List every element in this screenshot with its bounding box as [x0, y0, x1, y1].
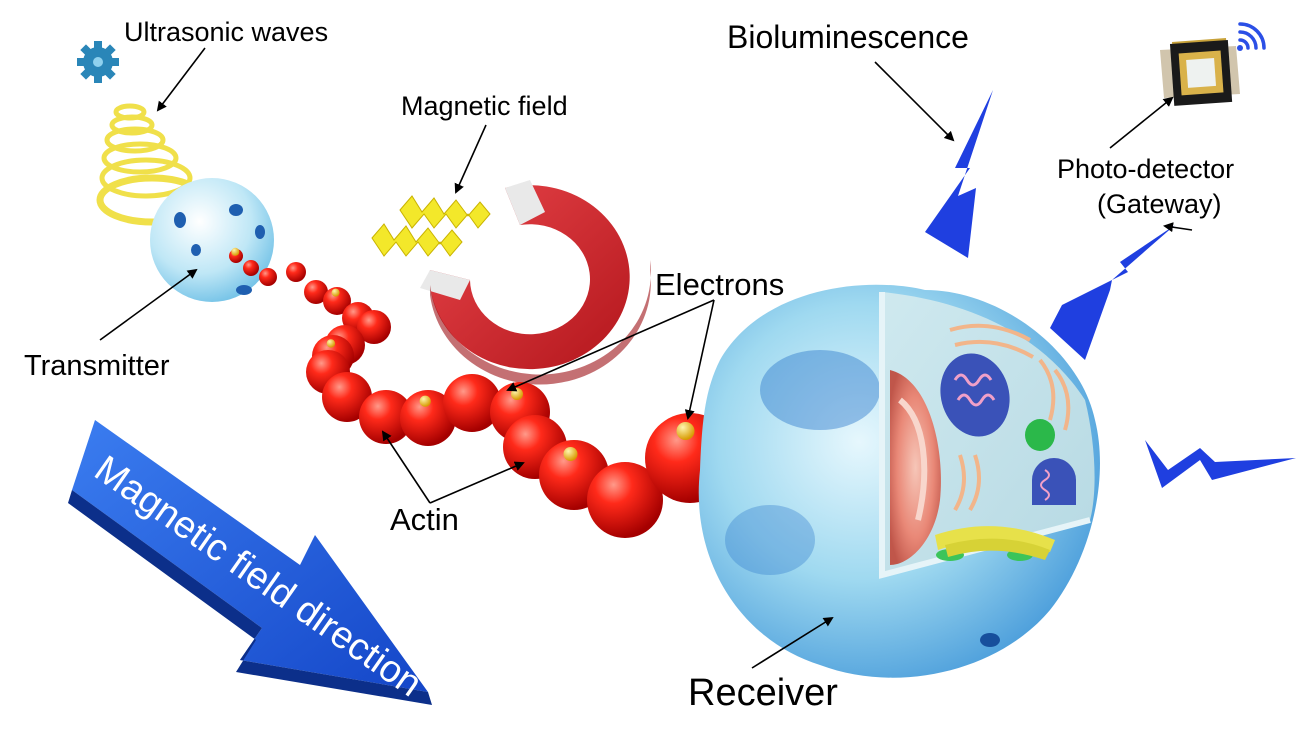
bolt-top: [925, 90, 993, 258]
transmitter-sphere: [150, 178, 274, 302]
pointer-electrons-1: [506, 299, 715, 392]
electron-dot: [563, 447, 578, 461]
actin-bead: [259, 268, 277, 286]
receiver-cell: [698, 284, 1100, 678]
label-actin: Actin: [390, 502, 459, 537]
pointer-transmitter: [99, 268, 198, 341]
magnetic-field-waves: [371, 195, 491, 257]
pointer-actin-2: [429, 461, 525, 504]
label-photodetector: Photo-detector: [1057, 154, 1234, 184]
actin-bead: [400, 390, 456, 446]
electron-dot: [676, 422, 695, 440]
label-bioluminescence: Bioluminescence: [727, 19, 969, 55]
pointer-lines: [99, 47, 1193, 669]
actin-bead: [322, 372, 372, 422]
actin-bead: [359, 390, 413, 444]
gear-icon: [77, 41, 119, 83]
bolt-right-lower: [1145, 440, 1296, 488]
pointer-gateway: [1163, 222, 1193, 233]
label-ultrasonic-waves: Ultrasonic waves: [124, 17, 328, 47]
electron-dot: [231, 247, 240, 256]
electron-dot: [419, 395, 431, 407]
label-gateway: (Gateway): [1097, 189, 1222, 219]
wifi-icon: [1237, 22, 1266, 51]
label-electrons: Electrons: [655, 267, 784, 302]
magnet: [420, 180, 651, 385]
pointer-receiver: [751, 616, 834, 669]
electron-dot: [511, 388, 523, 400]
label-transmitter: Transmitter: [24, 350, 170, 382]
actin-bead: [443, 374, 501, 432]
actin-bead: [304, 280, 328, 304]
transmitter-group: [77, 41, 274, 302]
pointer-actin-1: [381, 430, 431, 504]
bolt-right-upper: [1050, 225, 1175, 360]
electron-dot: [326, 339, 336, 348]
actin-bead: [286, 262, 306, 282]
photo-detector: [1160, 38, 1240, 106]
electron-dot: [331, 288, 340, 297]
actin-bead: [243, 260, 259, 276]
pointer-magnetic-field: [454, 124, 487, 194]
actin-bead: [323, 287, 351, 315]
pointer-electrons-2: [684, 299, 715, 420]
pointer-photodetector: [1109, 96, 1174, 149]
pointer-bioluminescence: [874, 61, 955, 142]
magnetic-field-direction-arrow: Magnetic field direction: [68, 420, 432, 705]
actin-bead: [357, 310, 391, 344]
label-magnetic-field: Magnetic field: [401, 91, 568, 121]
actin-bead: [587, 462, 663, 538]
pointer-ultrasonic: [156, 47, 206, 112]
bioluminescence-bolts: [925, 90, 1296, 488]
label-receiver: Receiver: [688, 672, 838, 714]
ultrasonic-coil: [96, 103, 208, 226]
